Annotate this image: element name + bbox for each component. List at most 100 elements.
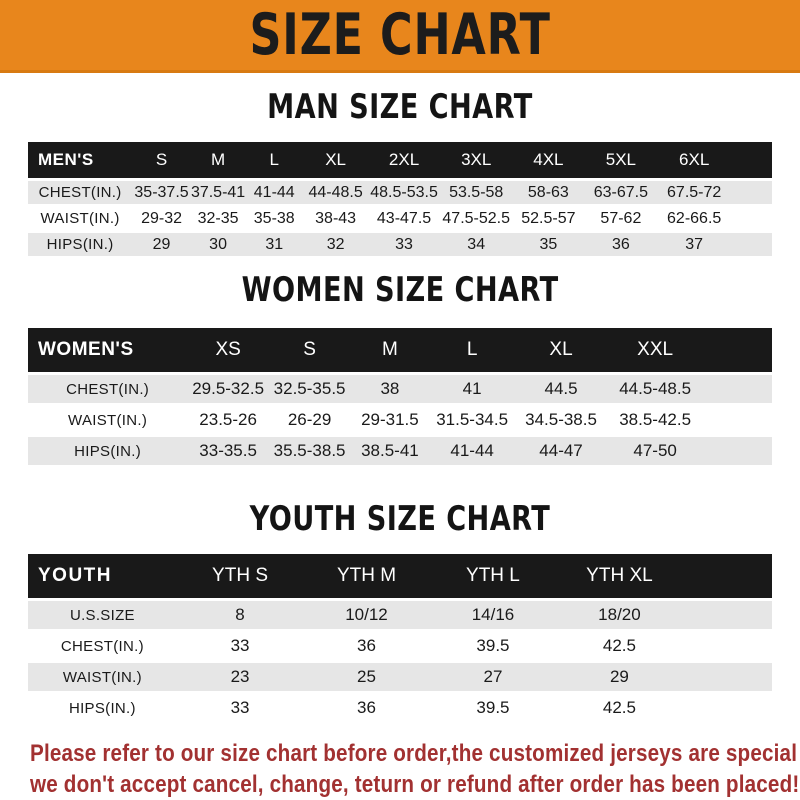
youth-size-table: YOUTH YTH S YTH M YTH L YTH XL U.S.SIZE … xyxy=(28,554,772,722)
mens-col-l: L xyxy=(269,150,279,169)
youth-section-heading: YOUTH SIZE CHART xyxy=(0,499,800,539)
mens-size-table: MEN'S S M L XL 2XL 3XL 4XL 5XL 6XL CHEST… xyxy=(28,142,772,256)
size-cell: 44.5 xyxy=(544,379,578,398)
size-cell: 38.5-41 xyxy=(361,441,419,460)
womens-waist-row: WAIST(IN.) 23.5-26 26-29 29-31.5 31.5-34… xyxy=(28,406,772,434)
size-cell: 37.5-41 xyxy=(190,183,246,201)
mens-chest-row: CHEST(IN.) 35-37.5 37.5-41 41-44 44-48.5… xyxy=(28,181,772,204)
size-cell: 41 xyxy=(462,379,482,398)
size-cell: 31 xyxy=(265,235,284,253)
size-cell: 14/16 xyxy=(471,605,515,624)
youth-ussize-row: U.S.SIZE 8 10/12 14/16 18/20 xyxy=(28,601,772,629)
womens-hips-row: HIPS(IN.) 33-35.5 35.5-38.5 38.5-41 41-4… xyxy=(28,437,772,465)
size-cell: 41-44 xyxy=(253,183,295,201)
youth-chest-row: CHEST(IN.) 33 36 39.5 42.5 xyxy=(28,632,772,660)
size-cell: 33 xyxy=(230,698,250,717)
mens-col-s: S xyxy=(155,150,168,169)
youth-corner-label: YOUTH xyxy=(38,565,112,586)
size-cell: 26-29 xyxy=(287,410,332,429)
mens-col-3xl: 3XL xyxy=(461,150,492,169)
size-cell: 42.5 xyxy=(602,698,636,717)
youth-table-header-row: YOUTH YTH S YTH M YTH L YTH XL xyxy=(28,554,772,598)
size-cell: 32.5-35.5 xyxy=(273,379,346,398)
row-label: CHEST(IN.) xyxy=(38,184,122,201)
size-cell: 33 xyxy=(230,636,250,655)
youth-col-m: YTH M xyxy=(336,565,397,586)
size-cell: 44.5-48.5 xyxy=(619,379,692,398)
size-cell: 48.5-53.5 xyxy=(370,183,438,201)
size-cell: 35 xyxy=(539,235,558,253)
womens-col-xs: XS xyxy=(215,339,241,360)
womens-col-m: M xyxy=(382,339,398,360)
size-cell: 33 xyxy=(395,235,413,253)
size-cell: 31.5-34.5 xyxy=(436,410,509,429)
size-cell: 35-38 xyxy=(253,209,295,227)
size-cell: 18/20 xyxy=(598,605,641,624)
size-cell: 33-35.5 xyxy=(199,441,257,460)
row-label: HIPS(IN.) xyxy=(46,236,114,253)
mens-waist-row: WAIST(IN.) 29-32 32-35 35-38 38-43 43-47… xyxy=(28,207,772,230)
size-cell: 8 xyxy=(235,605,245,624)
row-label: CHEST(IN.) xyxy=(66,380,150,398)
size-cell: 52.5-57 xyxy=(521,209,576,227)
youth-col-l: YTH L xyxy=(466,565,520,586)
size-cell: 35-37.5 xyxy=(134,183,189,201)
size-cell: 32 xyxy=(326,235,345,253)
size-cell: 47-50 xyxy=(633,441,677,460)
size-cell: 38-43 xyxy=(315,209,357,227)
youth-col-s: YTH S xyxy=(212,565,268,586)
size-cell: 10/12 xyxy=(345,605,388,624)
size-cell: 36 xyxy=(357,636,376,655)
size-cell: 35.5-38.5 xyxy=(273,441,346,460)
mens-col-4xl: 4XL xyxy=(533,150,564,169)
size-cell: 62-66.5 xyxy=(667,209,722,227)
banner-title: SIZE CHART xyxy=(249,1,551,68)
womens-size-table: WOMEN'S XS S M L XL XXL CHEST(IN.) 29.5-… xyxy=(28,328,772,465)
row-label: WAIST(IN.) xyxy=(40,210,120,227)
size-cell: 36 xyxy=(357,698,376,717)
size-cell: 41-44 xyxy=(450,441,494,460)
size-cell: 32-35 xyxy=(197,209,239,227)
size-cell: 43-47.5 xyxy=(376,209,432,227)
size-cell: 53.5-58 xyxy=(449,183,504,201)
womens-col-s: S xyxy=(303,339,316,360)
mens-col-2xl: 2XL xyxy=(388,150,420,169)
size-cell: 38 xyxy=(380,379,400,398)
row-label: HIPS(IN.) xyxy=(74,442,142,460)
mens-hips-row: HIPS(IN.) 29 30 31 32 33 34 35 36 37 xyxy=(28,233,772,256)
size-cell: 37 xyxy=(685,235,704,253)
row-label: U.S.SIZE xyxy=(69,606,135,624)
size-cell: 39.5 xyxy=(476,698,510,717)
size-cell: 38.5-42.5 xyxy=(619,410,692,429)
size-cell: 63-67.5 xyxy=(593,183,649,201)
man-section-heading: MAN SIZE CHART xyxy=(0,87,800,127)
women-section-heading: WOMEN SIZE CHART xyxy=(0,270,800,310)
mens-col-m: M xyxy=(210,150,226,169)
youth-waist-row: WAIST(IN.) 23 25 27 29 xyxy=(28,663,772,691)
size-cell: 29-31.5 xyxy=(361,410,419,429)
mens-col-6xl: 6XL xyxy=(679,150,710,169)
womens-col-l: L xyxy=(466,339,478,360)
womens-table-header-row: WOMEN'S XS S M L XL XXL xyxy=(28,328,772,372)
women-section-heading-text: WOMEN SIZE CHART xyxy=(241,270,559,310)
man-section-heading-text: MAN SIZE CHART xyxy=(267,87,533,127)
youth-col-xl: YTH XL xyxy=(586,565,653,586)
disclaimer-text: Please refer to our size chart before or… xyxy=(30,738,800,800)
size-cell: 34 xyxy=(467,235,486,253)
size-cell: 23 xyxy=(230,667,250,686)
size-cell: 23.5-26 xyxy=(199,410,257,429)
row-label: HIPS(IN.) xyxy=(68,699,136,717)
disclaimer-line-2: we don't accept cancel, change, teturn o… xyxy=(30,771,800,798)
size-cell: 44-47 xyxy=(539,441,583,460)
size-cell: 58-63 xyxy=(527,183,569,201)
size-chart-banner: SIZE CHART xyxy=(0,0,800,73)
size-cell: 47.5-52.5 xyxy=(442,209,510,227)
size-cell: 39.5 xyxy=(476,636,510,655)
size-cell: 42.5 xyxy=(602,636,636,655)
size-cell: 34.5-38.5 xyxy=(525,410,597,429)
womens-col-xl: XL xyxy=(549,339,573,360)
womens-chest-row: CHEST(IN.) 29.5-32.5 32.5-35.5 38 41 44.… xyxy=(28,375,772,403)
youth-section-heading-text: YOUTH SIZE CHART xyxy=(249,499,551,539)
size-cell: 67.5-72 xyxy=(667,183,722,201)
disclaimer-line-1: Please refer to our size chart before or… xyxy=(30,740,800,767)
